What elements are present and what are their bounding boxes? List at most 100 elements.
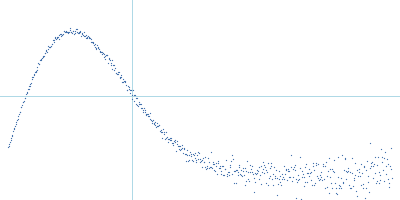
Point xyxy=(255,170,261,173)
Point xyxy=(174,143,180,146)
Point xyxy=(222,167,228,170)
Point xyxy=(385,162,391,165)
Point xyxy=(261,172,268,175)
Point xyxy=(178,143,185,146)
Point xyxy=(18,105,25,108)
Point xyxy=(165,137,172,140)
Point xyxy=(166,138,173,142)
Point xyxy=(280,178,287,181)
Point xyxy=(160,132,167,135)
Point xyxy=(273,168,279,171)
Point xyxy=(64,30,70,34)
Point xyxy=(203,167,209,170)
Point xyxy=(353,189,359,193)
Point xyxy=(56,33,62,37)
Point xyxy=(372,171,378,175)
Point xyxy=(374,179,380,182)
Point xyxy=(357,174,363,178)
Point xyxy=(354,168,360,172)
Point xyxy=(105,61,111,64)
Point xyxy=(155,125,161,128)
Point xyxy=(326,192,332,195)
Point xyxy=(28,77,35,80)
Point xyxy=(48,44,54,47)
Point xyxy=(317,174,324,177)
Point xyxy=(236,163,243,167)
Point xyxy=(103,54,109,57)
Point xyxy=(370,165,376,168)
Point xyxy=(16,113,22,116)
Point xyxy=(111,68,118,71)
Point xyxy=(33,70,40,73)
Point xyxy=(46,46,52,49)
Point xyxy=(356,167,362,170)
Point xyxy=(238,168,244,171)
Point xyxy=(319,178,325,182)
Point xyxy=(22,96,28,100)
Point xyxy=(200,161,207,164)
Point xyxy=(299,169,306,173)
Point xyxy=(180,151,186,154)
Point xyxy=(7,140,13,143)
Point xyxy=(313,163,320,167)
Point xyxy=(23,92,30,95)
Point xyxy=(69,31,75,34)
Point xyxy=(82,36,89,39)
Point xyxy=(79,32,86,36)
Point xyxy=(382,150,388,154)
Point xyxy=(37,58,43,61)
Point xyxy=(25,88,32,91)
Point xyxy=(257,173,263,176)
Point xyxy=(249,171,256,174)
Point xyxy=(387,165,393,168)
Point xyxy=(339,154,345,157)
Point xyxy=(323,161,329,164)
Point xyxy=(160,127,166,131)
Point xyxy=(328,167,335,170)
Point xyxy=(90,40,96,43)
Point xyxy=(341,156,348,159)
Point xyxy=(60,30,67,33)
Point xyxy=(345,169,352,173)
Point xyxy=(60,32,66,36)
Point xyxy=(378,148,384,151)
Point xyxy=(263,168,270,171)
Point xyxy=(363,169,370,172)
Point xyxy=(152,120,158,123)
Point xyxy=(259,171,265,174)
Point xyxy=(48,42,55,46)
Point xyxy=(367,166,374,170)
Point xyxy=(293,177,300,181)
Point xyxy=(239,174,245,177)
Point xyxy=(44,50,50,54)
Point xyxy=(379,156,386,159)
Point xyxy=(253,172,259,175)
Point xyxy=(294,173,301,176)
Point xyxy=(252,171,259,174)
Point xyxy=(89,40,95,43)
Point xyxy=(73,30,80,33)
Point xyxy=(95,45,102,48)
Point xyxy=(30,73,37,76)
Point xyxy=(184,154,191,157)
Point xyxy=(320,165,326,168)
Point xyxy=(14,117,21,121)
Point xyxy=(308,170,314,174)
Point xyxy=(318,175,324,179)
Point xyxy=(147,117,154,121)
Point xyxy=(232,169,238,172)
Point xyxy=(116,76,123,79)
Point xyxy=(20,100,26,103)
Point xyxy=(333,186,340,189)
Point xyxy=(28,81,34,84)
Point xyxy=(300,175,307,179)
Point xyxy=(62,30,68,33)
Point xyxy=(143,113,149,116)
Point xyxy=(6,145,12,148)
Point xyxy=(100,52,106,55)
Point xyxy=(78,32,85,35)
Point xyxy=(306,167,312,170)
Point xyxy=(269,178,275,181)
Point xyxy=(337,184,343,187)
Point xyxy=(334,192,340,195)
